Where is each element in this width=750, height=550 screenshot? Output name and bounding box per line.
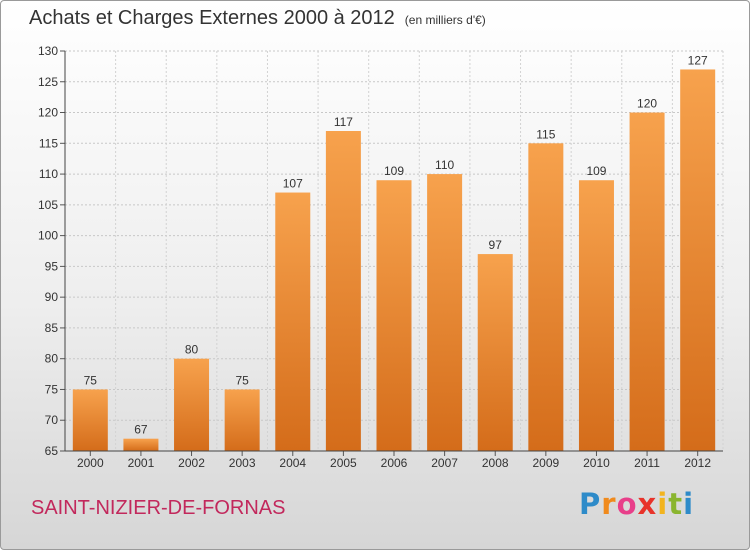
x-tick-label-2000: 2000	[77, 456, 104, 470]
y-tick-label: 95	[45, 259, 59, 273]
y-tick-label: 70	[45, 413, 59, 427]
value-label-2009: 115	[536, 127, 555, 141]
value-label-2010: 109	[586, 164, 606, 178]
bar-2012	[680, 69, 716, 451]
y-tick-label: 120	[38, 106, 58, 120]
value-label-2011: 120	[637, 97, 657, 111]
bar-2010	[578, 180, 614, 451]
chart-subtitle: (en milliers d'€)	[404, 13, 486, 27]
x-tick-label-2004: 2004	[279, 456, 306, 470]
x-tick-label-2012: 2012	[684, 456, 711, 470]
proxiti-logo: Proxiti	[579, 487, 695, 521]
value-label-2012: 127	[688, 53, 708, 67]
value-label-2008: 97	[489, 238, 503, 252]
commune-name: SAINT-NIZIER-DE-FORNAS	[31, 497, 286, 519]
y-tick-label: 65	[45, 444, 59, 458]
bars: 75 67 80 75 107 117 109 110 97 115 109 120 127	[72, 53, 716, 452]
y-tick-label: 130	[38, 44, 58, 58]
y-tick-label: 105	[38, 198, 58, 212]
x-tick-label-2002: 2002	[178, 456, 205, 470]
x-tick-label-2001: 2001	[128, 456, 155, 470]
value-label-2000: 75	[84, 373, 98, 387]
bar-2003	[224, 389, 260, 451]
value-label-2003: 75	[235, 373, 249, 387]
chart-title: Achats et Charges Externes 2000 à 2012 (e…	[29, 7, 486, 30]
value-label-2002: 80	[185, 343, 199, 357]
bar-2004	[275, 192, 311, 452]
bar-2008	[477, 254, 513, 451]
y-tick-label: 85	[45, 321, 59, 335]
y-tick-label: 115	[39, 136, 58, 150]
bar-2009	[528, 143, 564, 452]
value-label-2007: 110	[435, 158, 454, 172]
x-tick-label-2011: 2011	[634, 456, 660, 470]
y-tick-label: 110	[39, 167, 58, 181]
bar-2006	[376, 180, 412, 451]
y-tick-label: 75	[45, 382, 59, 396]
chart-title-text: Achats et Charges Externes 2000 à 2012	[29, 7, 395, 29]
value-label-2004: 107	[283, 177, 303, 191]
x-tick-label-2007: 2007	[431, 456, 458, 470]
x-tick-label-2003: 2003	[229, 456, 256, 470]
value-label-2001: 67	[134, 423, 148, 437]
bar-2002	[174, 358, 210, 451]
bar-2000	[72, 389, 108, 451]
y-tick-label: 125	[38, 75, 58, 89]
y-tick-label: 80	[45, 352, 59, 366]
x-tick-label-2010: 2010	[583, 456, 610, 470]
bar-2001	[123, 438, 159, 451]
x-tick-label-2008: 2008	[482, 456, 509, 470]
x-tick-label-2009: 2009	[532, 456, 559, 470]
bar-2005	[325, 131, 361, 451]
value-label-2006: 109	[384, 164, 404, 178]
bar-2007	[427, 174, 463, 452]
y-tick-label: 100	[38, 229, 58, 243]
x-tick-label-2005: 2005	[330, 456, 357, 470]
axes: 65 70 75 80 85 90 95 100 105 110 115 120 125 130 2000 2…	[38, 44, 723, 470]
x-tick-label-2006: 2006	[381, 456, 408, 470]
y-tick-label: 90	[45, 290, 59, 304]
bar-2011	[629, 112, 665, 452]
value-label-2005: 117	[334, 115, 353, 129]
